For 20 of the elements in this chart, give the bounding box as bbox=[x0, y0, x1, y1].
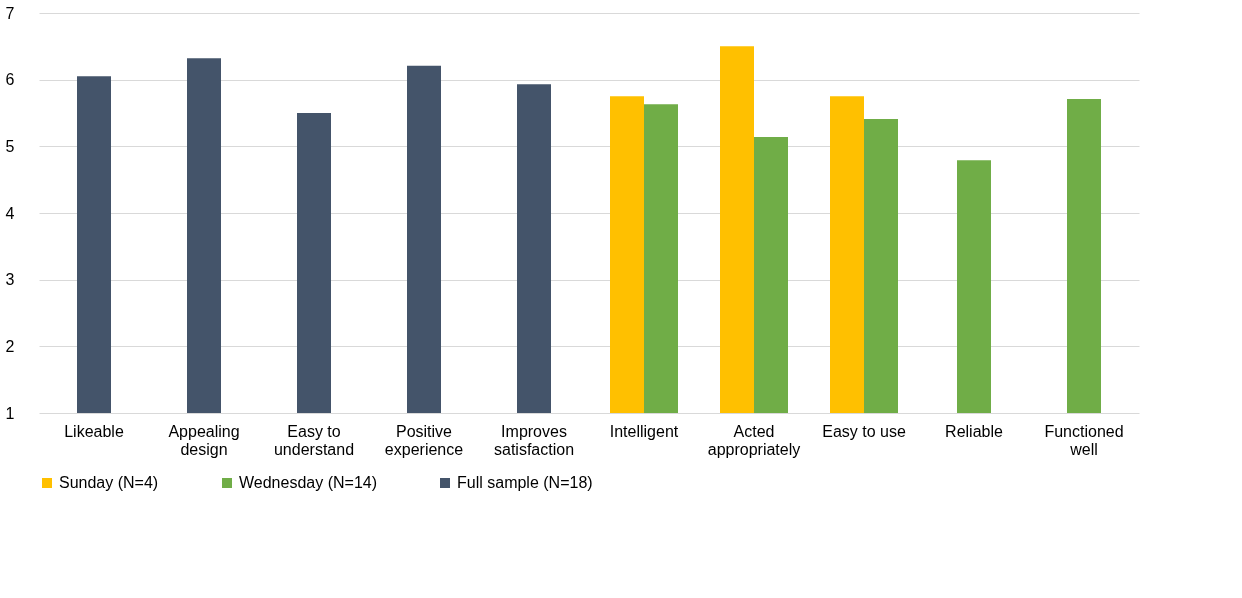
y-tick-label: 7 bbox=[5, 4, 15, 22]
x-tick-label: Appealing design bbox=[168, 422, 240, 458]
y-tick-label: 6 bbox=[5, 71, 15, 89]
x-tick-label: Reliable bbox=[945, 422, 1004, 440]
legend-label: Full sample (N=18) bbox=[457, 474, 593, 491]
legend-label: Wednesday (N=14) bbox=[239, 474, 377, 491]
y-tick-label: 4 bbox=[5, 204, 15, 222]
x-tick-label: Acted appropriately bbox=[707, 422, 801, 458]
y-tick-label: 5 bbox=[5, 137, 15, 155]
x-tick-label: Improves satisfaction bbox=[493, 422, 575, 458]
y-tick-label: 1 bbox=[5, 404, 15, 422]
x-tick-label: Positive experience bbox=[384, 422, 464, 458]
x-tick-label: Easy to use bbox=[822, 422, 906, 440]
legend-label: Sunday (N=4) bbox=[59, 474, 159, 491]
x-tick-label: Easy to understand bbox=[273, 422, 355, 458]
y-tick-label: 2 bbox=[5, 337, 15, 355]
x-tick-label: Likeable bbox=[64, 422, 124, 440]
y-tick-label: 3 bbox=[5, 271, 15, 289]
x-tick-label: Functioned well bbox=[1044, 422, 1124, 458]
x-tick-label: Intelligent bbox=[609, 422, 679, 440]
